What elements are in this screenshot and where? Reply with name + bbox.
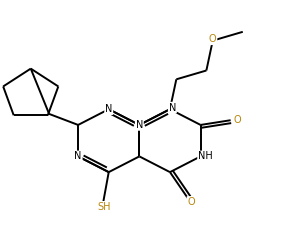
Text: N: N bbox=[74, 151, 82, 161]
Text: N: N bbox=[105, 104, 112, 114]
Text: NH: NH bbox=[198, 151, 213, 161]
Text: O: O bbox=[187, 197, 195, 207]
Text: SH: SH bbox=[98, 202, 111, 212]
Text: N: N bbox=[136, 120, 143, 130]
Text: O: O bbox=[209, 34, 216, 44]
Text: N: N bbox=[169, 103, 176, 113]
Text: O: O bbox=[233, 115, 241, 125]
